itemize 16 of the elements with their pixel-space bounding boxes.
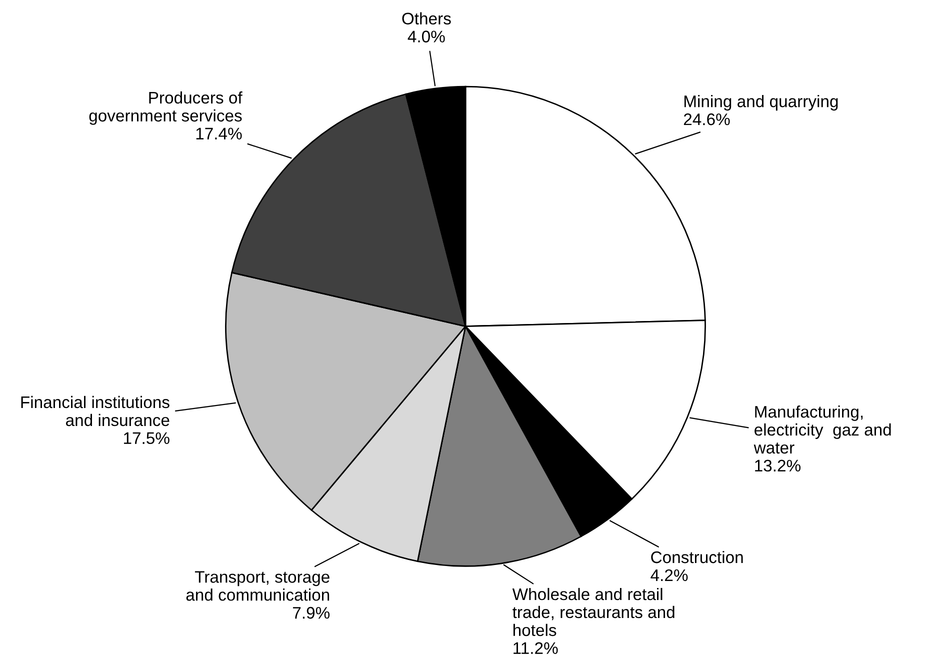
- data-label: 17.4%: [196, 128, 242, 140]
- slice-label: Mining and quarrying: [684, 95, 838, 111]
- data-label: 7.9%: [293, 606, 330, 619]
- slice-label: Others: [402, 12, 451, 24]
- data-label: 24.6%: [684, 113, 730, 126]
- data-label: 17.5%: [124, 432, 170, 444]
- data-label: 4.2%: [650, 569, 688, 582]
- slice-label: Financial institutions and insurance: [21, 396, 170, 426]
- slice-label: Transport, storage and communication: [186, 571, 330, 601]
- data-label: 11.2%: [514, 642, 558, 654]
- slice-label: Wholesale and retail trade, restaurants and hotels: [512, 588, 674, 636]
- slice-label: Construction: [651, 550, 743, 564]
- slice-label: Producers of government services: [89, 91, 242, 125]
- slice-label: Manufacturing, electricity gaz and water: [754, 405, 891, 454]
- data-label: 13.2%: [755, 460, 800, 472]
- data-label: 4.0%: [408, 30, 445, 42]
